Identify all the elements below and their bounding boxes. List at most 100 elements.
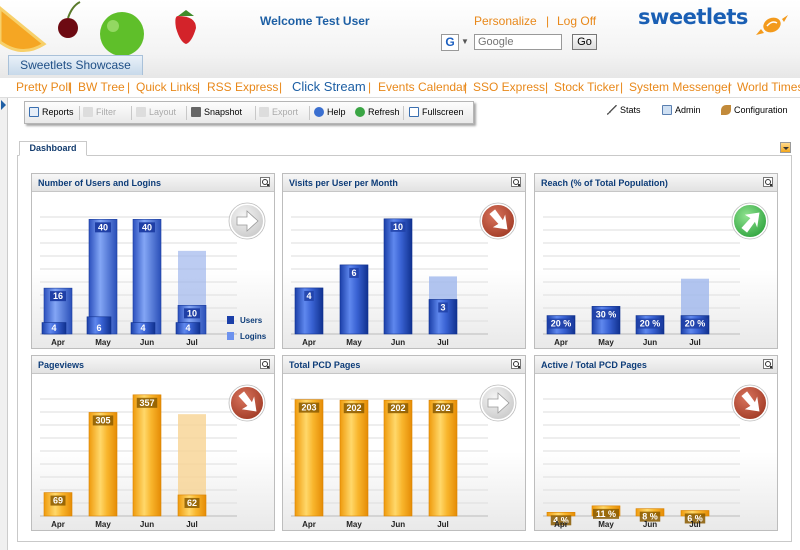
nav-separator: | bbox=[728, 80, 732, 94]
category-label: Jun bbox=[643, 338, 657, 347]
category-label: Jul bbox=[689, 520, 701, 529]
bar[interactable] bbox=[383, 399, 413, 517]
panel-title: Number of Users and Logins bbox=[38, 178, 162, 188]
value-label-bg bbox=[390, 221, 406, 232]
nav-item-events-calendar[interactable]: Events Calendar bbox=[378, 80, 467, 94]
bar-users[interactable] bbox=[41, 322, 67, 335]
panel-title: Visits per User per Month bbox=[289, 178, 398, 188]
value-label: 202 bbox=[346, 403, 361, 413]
bar-logins[interactable] bbox=[88, 219, 118, 335]
configuration-button[interactable]: Configuration bbox=[721, 105, 788, 115]
value-label: 40 bbox=[142, 222, 152, 232]
tab-dashboard[interactable]: Dashboard bbox=[19, 141, 87, 156]
value-label: 62 bbox=[187, 498, 197, 508]
layout-button[interactable]: Layout bbox=[136, 107, 176, 117]
side-collapse-rail[interactable] bbox=[0, 98, 8, 550]
zoom-icon[interactable] bbox=[260, 359, 270, 369]
nav-separator: | bbox=[545, 80, 549, 94]
value-label: 202 bbox=[435, 403, 450, 413]
bar-logins[interactable] bbox=[132, 219, 162, 335]
export-button[interactable]: Export bbox=[259, 107, 298, 117]
zoom-icon[interactable] bbox=[763, 359, 773, 369]
value-label-bg bbox=[593, 508, 619, 519]
value-label-bg bbox=[682, 318, 708, 329]
log-off-link[interactable]: Log Off bbox=[557, 14, 597, 28]
value-label-bg bbox=[184, 308, 200, 319]
camera-icon bbox=[191, 107, 201, 117]
go-button[interactable]: Go bbox=[572, 34, 597, 50]
value-label-bg bbox=[136, 397, 158, 408]
legend-swatch bbox=[227, 316, 234, 324]
chevron-down-icon[interactable]: ▼ bbox=[461, 37, 469, 46]
filter-button[interactable]: Filter bbox=[83, 107, 116, 117]
panel-visits-per-user: Visits per User per Month 4 6 10 3 Apr May Jun… bbox=[282, 173, 526, 349]
value-label: 4 bbox=[306, 291, 311, 301]
personalize-link[interactable]: Personalize bbox=[474, 14, 537, 28]
bar[interactable] bbox=[339, 399, 369, 517]
category-label: May bbox=[598, 520, 614, 529]
arrow-down-right-icon bbox=[731, 384, 769, 422]
bar-users[interactable] bbox=[175, 322, 201, 335]
bar[interactable] bbox=[428, 399, 458, 517]
zoom-icon[interactable] bbox=[763, 177, 773, 187]
chart-active-total-pcd: 4 % 11 % 8 % 6 % Apr May Jun Jul bbox=[543, 384, 769, 529]
export-label: Export bbox=[272, 107, 299, 117]
bar-users[interactable] bbox=[86, 316, 112, 335]
bar[interactable] bbox=[132, 394, 162, 517]
apple-highlight bbox=[107, 20, 119, 32]
bar-users[interactable] bbox=[130, 322, 156, 335]
panel-title: Pageviews bbox=[38, 360, 85, 370]
panel-active-total-pcd: Active / Total PCD Pages 4 % 11 % 8 % 6 % Ap… bbox=[534, 355, 778, 531]
showcase-tab[interactable]: Sweetlets Showcase bbox=[8, 55, 143, 75]
refresh-button[interactable]: Refresh bbox=[355, 107, 400, 117]
search-provider-icon[interactable]: G bbox=[441, 34, 459, 51]
arrow-right-icon bbox=[479, 384, 517, 422]
bar[interactable] bbox=[88, 412, 118, 517]
zoom-icon[interactable] bbox=[260, 177, 270, 187]
snapshot-button[interactable]: Snapshot bbox=[191, 107, 242, 117]
expand-arrow-icon[interactable] bbox=[1, 100, 6, 110]
nav-item-system-messenger[interactable]: System Messenger bbox=[629, 80, 732, 94]
fullscreen-button[interactable]: Fullscreen bbox=[409, 107, 464, 117]
nav-item-quick-links[interactable]: Quick Links bbox=[136, 80, 199, 94]
nav-item-world-times[interactable]: World Times bbox=[737, 80, 800, 94]
value-label: 40 bbox=[98, 222, 108, 232]
nav-item-pretty-poll[interactable]: Pretty Poll bbox=[16, 80, 71, 94]
nav-item-stock-ticker[interactable]: Stock Ticker bbox=[554, 80, 620, 94]
value-label-bg bbox=[593, 309, 619, 320]
arrow-right-icon bbox=[228, 202, 266, 240]
nav-item-sso-express[interactable]: SSO Express bbox=[473, 80, 546, 94]
stats-button[interactable]: Stats bbox=[607, 105, 641, 115]
help-button[interactable]: Help bbox=[314, 107, 346, 117]
nav-item-bw-tree[interactable]: BW Tree bbox=[78, 80, 125, 94]
value-label-bg bbox=[387, 403, 409, 414]
dashboard-menu-button[interactable] bbox=[780, 142, 791, 153]
bar[interactable] bbox=[383, 218, 413, 335]
zoom-icon[interactable] bbox=[511, 359, 521, 369]
value-label: 20 % bbox=[685, 319, 706, 329]
category-label: Jul bbox=[689, 338, 701, 347]
admin-button[interactable]: Admin bbox=[662, 105, 701, 115]
admin-label: Admin bbox=[675, 105, 701, 115]
orange-slice-image bbox=[0, 6, 47, 52]
panel-users-logins: Number of Users and Logins 16 40 40 10 4 6 4 4 U… bbox=[31, 173, 275, 349]
nav-separator: | bbox=[127, 80, 131, 94]
export-icon bbox=[259, 107, 269, 117]
panel-header: Total PCD Pages bbox=[283, 356, 525, 374]
nav-item-click-stream[interactable]: Click Stream bbox=[292, 79, 366, 94]
bar[interactable] bbox=[294, 399, 324, 517]
panel-header: Visits per User per Month bbox=[283, 174, 525, 192]
category-label: May bbox=[346, 338, 362, 347]
arrow-down-right-icon bbox=[479, 202, 517, 240]
category-label: Apr bbox=[554, 520, 568, 529]
nav-separator: | bbox=[197, 80, 201, 94]
reports-button[interactable]: Reports bbox=[29, 107, 74, 117]
chart-users-logins: 16 40 40 10 4 6 4 4 Users Logins Apr May Jun Jul bbox=[40, 202, 267, 347]
search-input[interactable] bbox=[474, 34, 562, 50]
arrow-down-right-icon bbox=[228, 384, 266, 422]
zoom-icon[interactable] bbox=[511, 177, 521, 187]
category-label: May bbox=[346, 520, 362, 529]
nav-item-rss-express[interactable]: RSS Express bbox=[207, 80, 279, 94]
category-label: Apr bbox=[51, 338, 65, 347]
chart-pageviews: 69 305 357 62 Apr May Jun Jul bbox=[40, 384, 266, 529]
